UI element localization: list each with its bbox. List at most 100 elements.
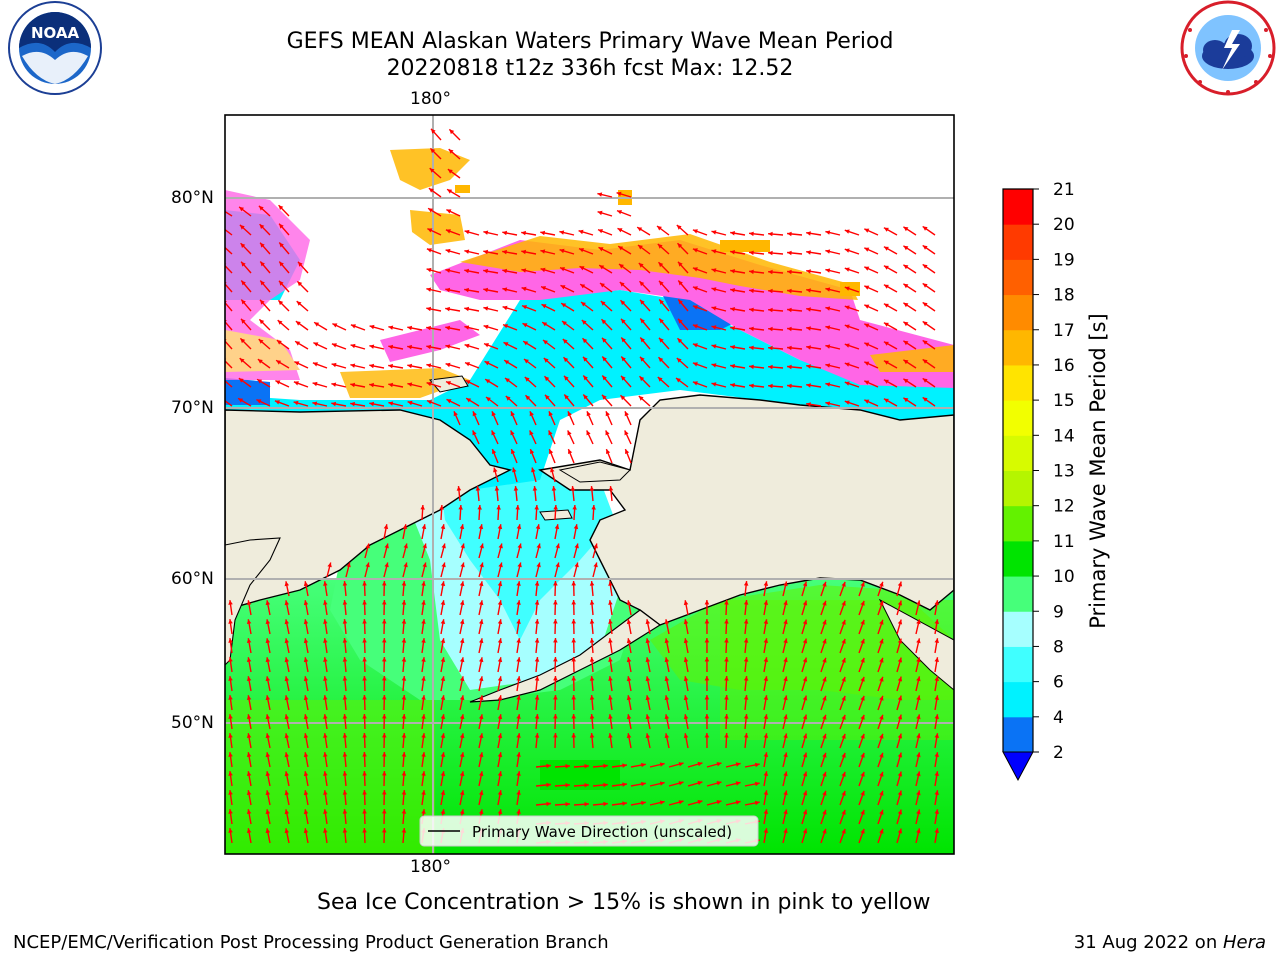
- colorbar-swatch: [1003, 259, 1033, 296]
- wave-arrow-head: [768, 326, 773, 332]
- wave-arrow-head: [546, 763, 551, 769]
- wave-arrow-head: [763, 695, 769, 700]
- wave-arrow-head: [608, 486, 614, 491]
- wave-arrow-head: [586, 411, 591, 417]
- wave-arrow-head: [597, 210, 603, 216]
- wave-arrow-head: [534, 600, 540, 605]
- wave-arrow-head: [678, 280, 683, 286]
- wave-arrow-head: [768, 288, 773, 294]
- wave-arrow-head: [697, 799, 703, 805]
- wave-arrow-head: [369, 363, 375, 369]
- wave-arrow-head: [622, 782, 627, 787]
- wave-arrow-head: [275, 380, 281, 385]
- wave-arrow-head: [841, 695, 846, 701]
- wave-arrow-head: [278, 300, 284, 306]
- wave-arrow-head: [922, 245, 928, 250]
- wave-arrow-head: [546, 801, 551, 807]
- wave-arrow-head: [806, 326, 811, 331]
- wave-arrow-head: [589, 600, 595, 605]
- wave-arrow-head: [934, 771, 939, 776]
- wave-arrow-head: [822, 581, 827, 587]
- colorbar-swatch: [1003, 646, 1033, 683]
- wave-arrow-head: [883, 360, 889, 365]
- wave-arrow-head: [608, 581, 613, 586]
- wave-arrow-head: [388, 363, 393, 369]
- wave-arrow-head: [825, 363, 831, 368]
- wave-arrow-head: [860, 714, 865, 720]
- wave-arrow-head: [841, 771, 846, 777]
- wave-arrow-head: [768, 250, 773, 256]
- wave-arrow-head: [844, 400, 850, 405]
- wave-arrow-head: [822, 714, 827, 720]
- wave-arrow-head: [571, 619, 576, 624]
- wave-arrow-head: [573, 524, 579, 530]
- wave-arrow-head: [659, 337, 664, 343]
- wave-arrow-head: [323, 676, 328, 681]
- wave-arrow-head: [645, 733, 651, 739]
- wave-arrow-head: [619, 264, 624, 269]
- wave-arrow-head: [382, 752, 387, 757]
- wave-arrow-head: [645, 638, 651, 644]
- wave-arrow-head: [486, 397, 491, 402]
- wave-arrow-head: [825, 401, 831, 406]
- wave-arrow-head: [421, 695, 426, 700]
- wave-arrow-head: [517, 543, 522, 549]
- wave-arrow-head: [844, 305, 850, 310]
- wave-arrow-head: [822, 657, 827, 663]
- wave-arrow-head: [645, 714, 651, 720]
- wave-arrow-head: [362, 638, 367, 643]
- wave-arrow-head: [608, 733, 613, 738]
- wave-arrow-head: [265, 790, 271, 796]
- wave-arrow-head: [841, 828, 846, 834]
- wave-arrow-head: [279, 223, 284, 229]
- wave-arrow-head: [692, 229, 698, 234]
- wave-arrow-head: [916, 790, 921, 796]
- colorbar-tick-label: 20: [1053, 215, 1075, 235]
- wave-arrow-head: [864, 285, 870, 290]
- wave-arrow-head: [407, 344, 412, 350]
- wave-arrow-head: [897, 790, 903, 796]
- wave-arrow-head: [574, 562, 579, 568]
- wave-arrow-head: [401, 733, 407, 738]
- wave-arrow-head: [362, 581, 367, 586]
- wave-arrow-head: [626, 657, 632, 663]
- wave-arrow-head: [535, 524, 541, 530]
- wave-arrow-head: [303, 809, 309, 815]
- wave-arrow-head: [278, 205, 284, 210]
- wave-arrow-head: [562, 321, 567, 326]
- wave-arrow-head: [456, 486, 462, 491]
- wave-arrow-head: [401, 828, 407, 833]
- wave-arrow-head: [897, 828, 903, 834]
- wave-arrow-head: [516, 695, 521, 700]
- wave-arrow-head: [421, 790, 426, 795]
- wave-arrow-head: [589, 638, 595, 643]
- wave-arrow-head: [787, 345, 792, 351]
- wave-arrow-head: [530, 449, 535, 454]
- wave-arrow-head: [350, 343, 356, 349]
- wave-arrow-head: [787, 288, 792, 294]
- wave-arrow-head: [426, 344, 432, 350]
- wave-arrow-head: [259, 224, 265, 229]
- wave-arrow-head: [475, 486, 481, 491]
- wave-arrow-head: [638, 263, 644, 268]
- colorbar-swatch: [1003, 364, 1033, 401]
- wave-arrow-head: [369, 324, 375, 330]
- wave-arrow-head: [916, 752, 921, 758]
- wave-arrow-head: [516, 619, 521, 624]
- wave-arrow-head: [479, 714, 484, 720]
- wave-arrow-head: [802, 600, 808, 606]
- wave-arrow-head: [860, 809, 865, 815]
- wave-arrow-head: [265, 676, 271, 682]
- wave-arrow-head: [323, 638, 328, 643]
- wave-arrow-head: [704, 714, 710, 719]
- wave-arrow-head: [802, 714, 808, 720]
- wave-arrow-head: [825, 287, 831, 292]
- graticule: [225, 115, 954, 854]
- wave-arrow-head: [617, 228, 623, 233]
- wave-arrow-head: [342, 733, 348, 738]
- wave-arrow-head: [484, 361, 490, 366]
- wave-arrow-head: [491, 430, 496, 436]
- wave-arrow-head: [622, 763, 627, 768]
- wave-arrow-head: [683, 733, 689, 739]
- wave-arrow-head: [841, 638, 846, 644]
